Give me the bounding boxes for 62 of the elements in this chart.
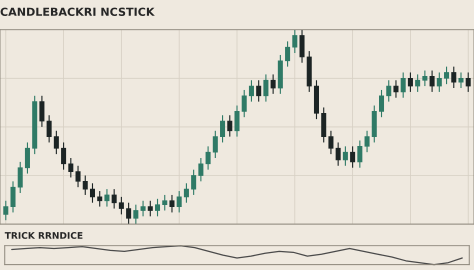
candlestick [466, 72, 471, 92]
candlestick [378, 89, 384, 118]
candlestick [263, 74, 268, 102]
candlestick [242, 89, 247, 118]
candlestick [198, 157, 204, 182]
candlestick [248, 80, 254, 102]
candlestick [191, 169, 196, 196]
candlestick [126, 202, 132, 225]
candlestick [300, 29, 305, 64]
candlestick [206, 146, 211, 170]
candlestick [162, 194, 168, 212]
candlestick [270, 74, 276, 94]
candlestick [140, 200, 146, 217]
candlestick [97, 190, 102, 208]
candlestick [184, 182, 189, 204]
candlestick [61, 142, 66, 170]
candlestick [436, 72, 442, 92]
candlestick [76, 165, 81, 188]
candlestick [256, 80, 262, 102]
candlestick [285, 40, 290, 68]
candlestick [169, 194, 174, 213]
candlestick [422, 70, 428, 87]
candlestick [39, 95, 44, 128]
candlestick [328, 130, 334, 155]
candlestick [148, 200, 153, 217]
candlestick [90, 182, 96, 204]
candlestick [227, 114, 232, 138]
candlestick [118, 196, 124, 215]
candlestick [54, 130, 59, 155]
candlestick [364, 130, 370, 153]
candlestick [234, 104, 240, 138]
candlestick [386, 80, 392, 102]
candlestick [393, 80, 398, 98]
candlestick [112, 188, 117, 210]
candlestick [212, 130, 218, 159]
candlestick [24, 142, 30, 174]
candlestick [18, 161, 23, 194]
chart-title: TRICK RRNDICE [4, 232, 82, 239]
candlestick [336, 142, 341, 166]
candlestick [68, 157, 74, 178]
candlestick [408, 72, 413, 92]
candlestick [321, 106, 326, 144]
candlestick [357, 140, 362, 168]
candlestick [155, 198, 160, 217]
candlestick [3, 200, 8, 221]
candlestick [451, 66, 456, 89]
candlestick [82, 174, 88, 196]
candlestick [444, 66, 450, 85]
chart-title: CANDLEBACKRI NCSTICK [0, 8, 155, 16]
candlestick [430, 70, 435, 92]
candlestick [458, 72, 464, 89]
candlestick [350, 146, 356, 168]
candlestick [10, 180, 16, 213]
candlestick [400, 72, 406, 98]
candlestick [176, 190, 182, 213]
candlestick [104, 188, 110, 208]
candlestick [292, 29, 298, 54]
candlestick [220, 114, 226, 144]
candlestick [415, 74, 420, 92]
candlestick [133, 204, 138, 225]
candlestick [342, 146, 348, 166]
candlestick [46, 114, 52, 144]
